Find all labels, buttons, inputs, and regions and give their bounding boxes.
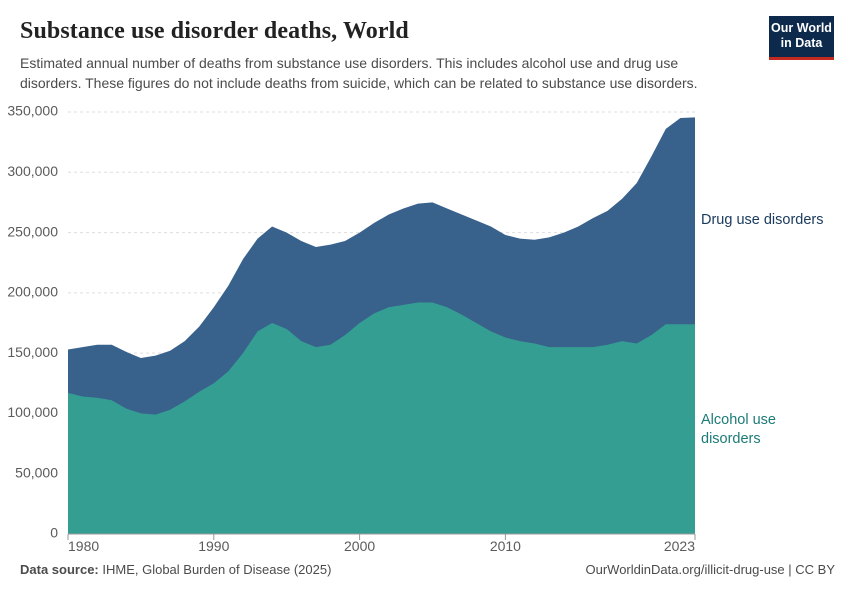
svg-text:2000: 2000 bbox=[344, 538, 375, 554]
svg-text:2010: 2010 bbox=[490, 538, 521, 554]
svg-text:200,000: 200,000 bbox=[7, 284, 58, 300]
svg-text:1980: 1980 bbox=[68, 538, 99, 554]
svg-text:100,000: 100,000 bbox=[7, 404, 58, 420]
svg-text:150,000: 150,000 bbox=[7, 344, 58, 360]
svg-text:50,000: 50,000 bbox=[15, 464, 58, 480]
svg-text:1990: 1990 bbox=[198, 538, 229, 554]
svg-text:350,000: 350,000 bbox=[7, 103, 58, 119]
svg-text:250,000: 250,000 bbox=[7, 223, 58, 239]
svg-text:2023: 2023 bbox=[664, 538, 695, 554]
svg-text:0: 0 bbox=[50, 525, 58, 541]
svg-text:300,000: 300,000 bbox=[7, 163, 58, 179]
